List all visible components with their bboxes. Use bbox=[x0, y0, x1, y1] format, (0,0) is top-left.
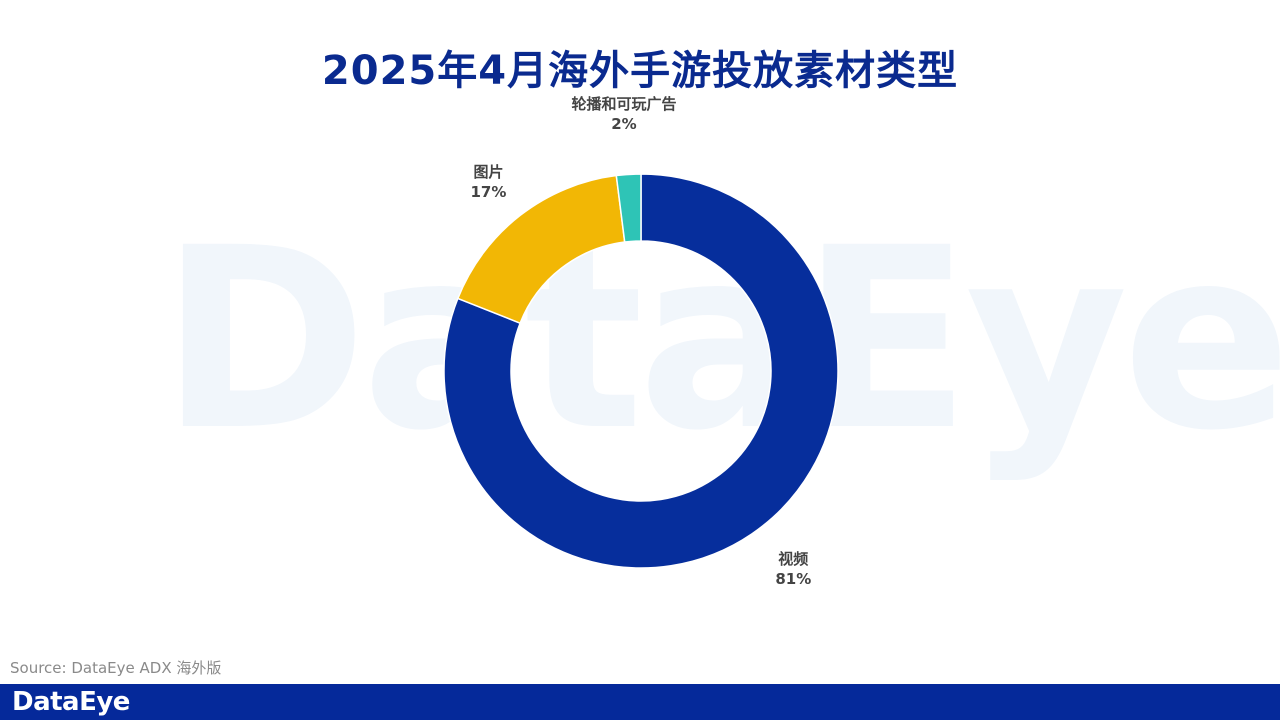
footer-bar: DataEye bbox=[0, 684, 1280, 720]
donut-slice-0 bbox=[443, 173, 839, 569]
footer-logo: DataEye bbox=[12, 687, 130, 717]
slice-label-name: 轮播和可玩广告 bbox=[571, 95, 677, 114]
slice-label-2: 轮播和可玩广告 2% bbox=[571, 94, 676, 134]
slice-label-0: 视频 81% bbox=[775, 549, 811, 589]
source-note: Source: DataEye ADX 海外版 bbox=[10, 659, 222, 677]
slice-label-value: 81% bbox=[775, 569, 812, 588]
slice-label-name: 视频 bbox=[778, 549, 809, 568]
slice-label-value: 2% bbox=[611, 115, 637, 134]
donut-slice-2 bbox=[615, 173, 642, 243]
chart-title: 2025年4月海外手游投放素材类型 bbox=[321, 48, 959, 94]
slice-label-value: 17% bbox=[470, 183, 507, 202]
slice-label-1: 图片 17% bbox=[471, 162, 507, 202]
slice-label-name: 图片 bbox=[473, 163, 504, 182]
